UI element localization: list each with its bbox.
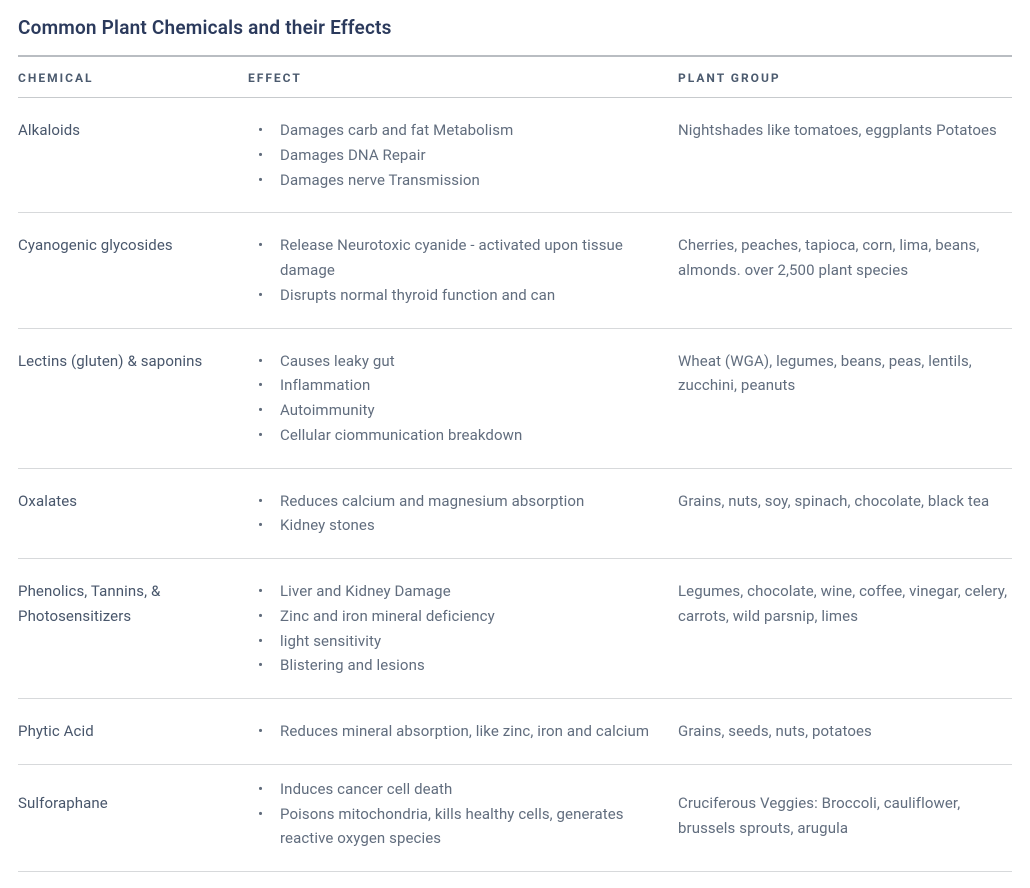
col-header-chemical: CHEMICAL [18,71,248,85]
effects-list: Induces cancer cell death Poisons mitoch… [248,777,654,851]
effects-list: Liver and Kidney Damage Zinc and iron mi… [248,579,654,678]
effect-item: Damages DNA Repair [250,143,654,168]
table-row: Sulforaphane Induces cancer cell death P… [18,765,1012,872]
effects-list: Reduces mineral absorption, like zinc, i… [248,719,654,744]
effect-item: Autoimmunity [250,398,654,423]
col-header-effect: EFFECT [248,71,678,85]
effect-item: Liver and Kidney Damage [250,579,654,604]
table-header-row: CHEMICAL EFFECT PLANT GROUP [18,57,1012,98]
cell-effect: Induces cancer cell death Poisons mitoch… [248,777,678,851]
effect-item: Disrupts normal thyroid function and can [250,283,654,308]
cell-plant-group: Nightshades like tomatoes, eggplants Pot… [678,118,1012,192]
cell-chemical: Sulforaphane [18,777,248,851]
table-row: Oxalates Reduces calcium and magnesium a… [18,469,1012,560]
cell-plant-group: Grains, seeds, nuts, potatoes [678,719,1012,744]
effect-item: Zinc and iron mineral deficiency [250,604,654,629]
cell-chemical: Phenolics, Tannins, & Photosensitizers [18,579,248,678]
effect-item: Kidney stones [250,513,654,538]
effect-item: Causes leaky gut [250,349,654,374]
page-title: Common Plant Chemicals and their Effects [18,16,1012,55]
cell-effect: Release Neurotoxic cyanide - activated u… [248,233,678,307]
table-row: Lectins (gluten) & saponins Causes leaky… [18,329,1012,469]
cell-chemical: Lectins (gluten) & saponins [18,349,248,448]
cell-effect: Causes leaky gut Inflammation Autoimmuni… [248,349,678,448]
cell-chemical: Phytic Acid [18,719,248,744]
cell-chemical: Oxalates [18,489,248,539]
effects-list: Release Neurotoxic cyanide - activated u… [248,233,654,307]
effect-item: Damages carb and fat Metabolism [250,118,654,143]
cell-plant-group: Wheat (WGA), legumes, beans, peas, lenti… [678,349,1012,448]
effect-item: Damages nerve Transmission [250,168,654,193]
effect-item: Induces cancer cell death [250,777,654,802]
effect-item: Reduces mineral absorption, like zinc, i… [250,719,654,744]
cell-chemical: Cyanogenic glycosides [18,233,248,307]
effect-item: Poisons mitochondria, kills healthy cell… [250,802,654,852]
table-row: Phenolics, Tannins, & Photosensitizers L… [18,559,1012,699]
table-row: Phytic Acid Reduces mineral absorption, … [18,699,1012,765]
col-header-plant-group: PLANT GROUP [678,71,1012,85]
effect-item: Inflammation [250,373,654,398]
effect-item: Reduces calcium and magnesium absorption [250,489,654,514]
cell-effect: Damages carb and fat Metabolism Damages … [248,118,678,192]
cell-plant-group: Legumes, chocolate, wine, coffee, vinega… [678,579,1012,678]
effects-list: Causes leaky gut Inflammation Autoimmuni… [248,349,654,448]
cell-effect: Reduces mineral absorption, like zinc, i… [248,719,678,744]
table-row: Cyanogenic glycosides Release Neurotoxic… [18,213,1012,328]
effect-item: Cellular ciommunication breakdown [250,423,654,448]
plant-group-text-clipped: Legumes, chocolate, wine, coffee, vinega… [678,579,1012,629]
table-row: Alkaloids Damages carb and fat Metabolis… [18,98,1012,213]
cell-effect: Reduces calcium and magnesium absorption… [248,489,678,539]
cell-effect: Liver and Kidney Damage Zinc and iron mi… [248,579,678,678]
cell-plant-group: Cruciferous Veggies: Broccoli, cauliflow… [678,777,1012,851]
effect-item: Release Neurotoxic cyanide - activated u… [250,233,654,283]
effects-list: Damages carb and fat Metabolism Damages … [248,118,654,192]
effect-item: Blistering and lesions [250,653,654,678]
cell-chemical: Alkaloids [18,118,248,192]
cell-plant-group: Grains, nuts, soy, spinach, chocolate, b… [678,489,1012,539]
effect-item: light sensitivity [250,629,654,654]
cell-plant-group: Cherries, peaches, tapioca, corn, lima, … [678,233,1012,307]
effects-list: Reduces calcium and magnesium absorption… [248,489,654,539]
